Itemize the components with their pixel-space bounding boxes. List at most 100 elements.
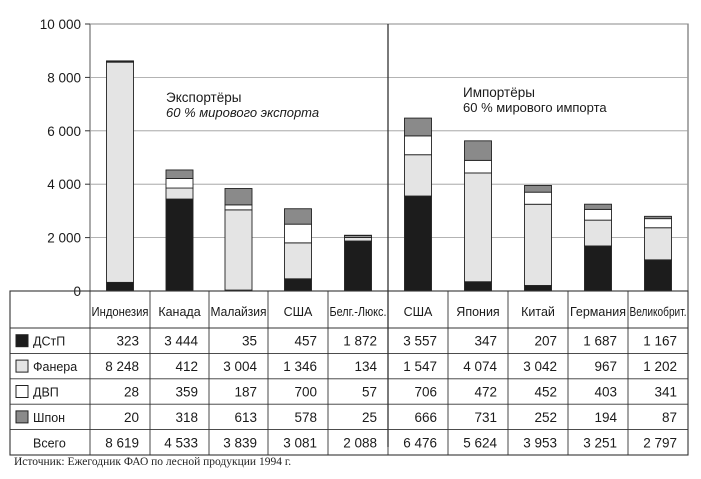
legend-swatch bbox=[15, 334, 29, 348]
data-label: 2 797 bbox=[643, 435, 677, 450]
annotations: Экспортёры 60 % мирового экспорта Импорт… bbox=[166, 85, 607, 120]
y-tick-label: 6 000 bbox=[47, 124, 81, 139]
x-category-label: Канада bbox=[158, 305, 200, 319]
legend-label: ДВП bbox=[33, 386, 59, 400]
data-label: 359 bbox=[175, 385, 198, 400]
legend-swatch bbox=[15, 385, 29, 398]
importers-subtitle: 60 % мирового импорта bbox=[463, 100, 607, 115]
legend-label: Шпон bbox=[33, 411, 65, 425]
bar-segment bbox=[344, 240, 372, 292]
bar-segment bbox=[404, 117, 432, 137]
bars bbox=[106, 60, 672, 292]
importers-title: Импортёры bbox=[463, 85, 535, 100]
data-label: 3 004 bbox=[223, 359, 257, 374]
bar-segment bbox=[165, 169, 194, 179]
bar-segment bbox=[224, 204, 253, 211]
bar-segment bbox=[224, 209, 253, 291]
data-label: 1 346 bbox=[283, 359, 317, 374]
data-label: 472 bbox=[474, 385, 497, 400]
data-label: 1 687 bbox=[583, 334, 617, 349]
bar-segment bbox=[584, 245, 612, 292]
data-label: 3 042 bbox=[523, 359, 557, 374]
data-label: 4 533 bbox=[164, 435, 198, 450]
data-label: 3 839 bbox=[223, 435, 257, 450]
bar-segment bbox=[284, 242, 312, 280]
total-label: Всего bbox=[33, 436, 66, 450]
bar-segment bbox=[344, 236, 372, 242]
data-label: 4 074 bbox=[463, 359, 497, 374]
data-label: 57 bbox=[362, 385, 377, 400]
data-label: 194 bbox=[594, 410, 617, 425]
bar-segment bbox=[284, 223, 312, 244]
bar-segment bbox=[284, 208, 312, 225]
data-label: 20 bbox=[124, 410, 139, 425]
data-label: 3 557 bbox=[403, 334, 437, 349]
bar-segment bbox=[344, 234, 372, 237]
bar-segment bbox=[644, 215, 672, 220]
bar-segment bbox=[524, 191, 552, 205]
bar-segment bbox=[584, 208, 612, 221]
x-category-label: Германия bbox=[570, 305, 626, 319]
bar-segment bbox=[404, 135, 432, 156]
data-label: 87 bbox=[662, 410, 677, 425]
legend-label: Фанера bbox=[33, 360, 77, 374]
x-category-label: Малайзия bbox=[211, 305, 267, 319]
bar-segment bbox=[524, 285, 552, 292]
bar-segment bbox=[524, 185, 552, 193]
data-label: 8 248 bbox=[105, 359, 139, 374]
data-label: 8 619 bbox=[105, 435, 139, 450]
bar-segment bbox=[165, 198, 194, 292]
source-note: Источник: Ежегодник ФАО по лесной продук… bbox=[14, 456, 292, 468]
y-tick-label: 4 000 bbox=[47, 177, 81, 192]
data-label: 452 bbox=[534, 385, 557, 400]
data-label: 457 bbox=[294, 334, 317, 349]
x-category-label: США bbox=[284, 305, 313, 319]
data-label: 666 bbox=[414, 410, 437, 425]
exporters-subtitle: 60 % мирового экспорта bbox=[166, 105, 319, 120]
legend-swatch bbox=[15, 359, 29, 373]
data-label: 35 bbox=[242, 334, 257, 349]
data-label: 28 bbox=[124, 385, 139, 400]
data-label: 1 167 bbox=[643, 334, 677, 349]
data-label: 323 bbox=[116, 334, 139, 349]
bar-segment bbox=[644, 259, 672, 292]
y-tick-label: 2 000 bbox=[47, 231, 81, 246]
legend-swatch bbox=[15, 410, 29, 424]
data-label: 706 bbox=[414, 385, 437, 400]
data-label: 967 bbox=[594, 359, 617, 374]
data-label: 1 872 bbox=[343, 334, 377, 349]
bar-segment bbox=[464, 140, 492, 161]
bar-segment bbox=[584, 203, 612, 210]
data-label: 578 bbox=[294, 410, 317, 425]
exporters-title: Экспортёры bbox=[166, 90, 241, 105]
bar-segment bbox=[106, 61, 134, 283]
data-label: 1 547 bbox=[403, 359, 437, 374]
bar-segment bbox=[644, 218, 672, 229]
bar-segment bbox=[106, 60, 134, 62]
data-label: 3 081 bbox=[283, 435, 317, 450]
bar-segment bbox=[284, 278, 312, 292]
data-label: 731 bbox=[474, 410, 497, 425]
data-label: 613 bbox=[234, 410, 257, 425]
data-label: 341 bbox=[654, 385, 677, 400]
data-label: 318 bbox=[175, 410, 198, 425]
data-label: 3 444 bbox=[164, 334, 198, 349]
bar-segment bbox=[404, 195, 432, 292]
data-label: 700 bbox=[294, 385, 317, 400]
data-label: 1 202 bbox=[643, 359, 677, 374]
data-label: 3 953 bbox=[523, 435, 557, 450]
data-label: 2 088 bbox=[343, 435, 377, 450]
data-label: 412 bbox=[175, 359, 198, 374]
data-label: 134 bbox=[354, 359, 377, 374]
bar-segment bbox=[464, 281, 492, 292]
y-tick-label: 8 000 bbox=[47, 70, 81, 85]
x-category-label: Япония bbox=[456, 305, 499, 319]
data-label: 5 624 bbox=[463, 435, 497, 450]
legend-label: ДСтП bbox=[33, 335, 65, 349]
data-label: 25 bbox=[362, 410, 377, 425]
x-category-label: Великобрит. bbox=[630, 305, 687, 319]
data-label: 252 bbox=[534, 410, 557, 425]
bar-segment bbox=[404, 154, 432, 197]
bar-segment bbox=[464, 159, 492, 174]
